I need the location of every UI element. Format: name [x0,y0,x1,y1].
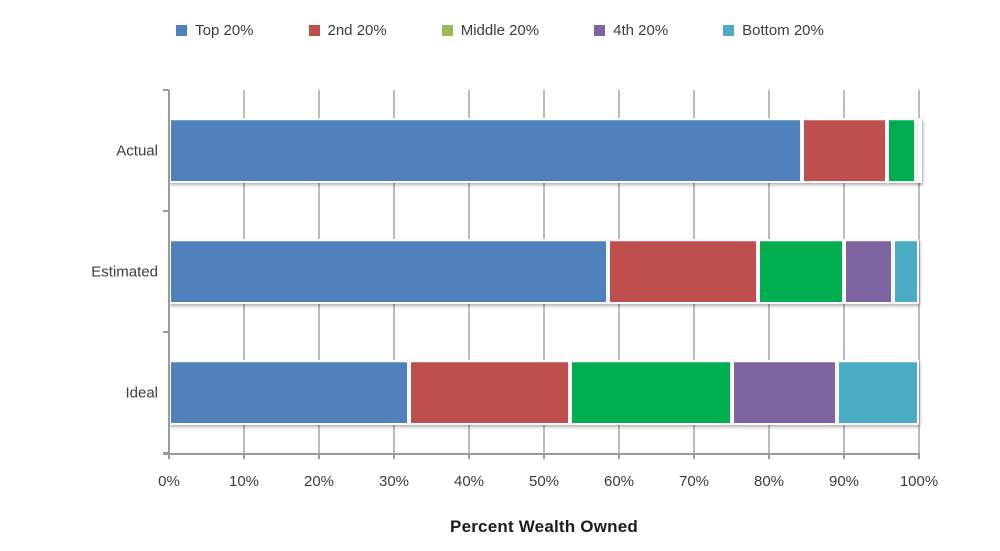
legend-item: Top 20% [176,22,254,39]
bar-segment-bevel [889,120,914,181]
x-axis-tick [618,453,620,459]
x-tick-label: 10% [228,473,260,490]
x-tick-label: 100% [899,473,939,490]
bar-segment [570,360,732,425]
bar-segment-bevel [610,241,756,302]
legend-label: Top 20% [195,22,254,39]
bar-segment-bevel [804,120,885,181]
x-tick-label: 80% [753,473,785,490]
legend-label: 4th 20% [613,22,669,39]
bar-segment [844,239,893,304]
legend-item: 2nd 20% [308,22,387,39]
bar-segment-bevel [171,362,407,423]
bar-segment [836,360,919,425]
legend-swatch-icon [308,25,320,36]
x-tick-label: 70% [678,473,710,490]
x-axis-tick [468,453,470,459]
x-tick-label: 60% [603,473,635,490]
category-label: Estimated [91,263,158,280]
x-axis-tick [393,453,395,459]
x-axis-line [163,453,920,455]
legend-swatch-icon [441,25,453,36]
bar-segment [169,360,409,425]
bar-segment [886,118,916,183]
legend-label: Middle 20% [460,22,540,39]
gridline [918,90,920,453]
x-axis-tick [243,453,245,459]
legend-swatch-icon [176,25,188,36]
y-axis-tick [163,89,169,91]
x-tick-label: 30% [378,473,410,490]
legend-swatch-icon [723,25,735,36]
y-axis-tick [163,210,169,212]
bar-segment-bevel [839,362,918,423]
legend: Top 20% 2nd 20% Middle 20% 4th 20% Bottom 20… [0,22,1000,39]
bar-segment [169,239,608,304]
bar-segment-bevel [895,241,917,302]
bar-segment [409,360,571,425]
x-axis-tick [318,453,320,459]
bar-segment-bevel [760,241,842,302]
category-label: Ideal [125,384,158,401]
legend-item: 4th 20% [594,22,668,39]
x-tick-labels: 0% 10% 20% 30% 40% 50% 60% 70% 80% 90% 100% [158,473,938,493]
x-axis-tick [693,453,695,459]
x-tick-label: 50% [528,473,560,490]
x-tick-label: 90% [828,473,860,490]
bar-segment-bevel [171,241,606,302]
x-axis-tick [918,453,920,459]
legend-label: 2nd 20% [327,22,387,39]
x-axis-tick [543,453,545,459]
bar-segment-bevel [572,362,729,423]
legend-item: Middle 20% [441,22,540,39]
y-axis-line [168,90,170,453]
x-tick-label: 40% [453,473,485,490]
bar-segment [757,239,844,304]
category-label: Actual [116,142,158,159]
bar-ideal [169,360,919,425]
bar-segment-bevel [734,362,835,423]
bar-segment [607,239,758,304]
x-axis-tick [843,453,845,459]
bar-segment [917,118,922,183]
y-axis-tick [163,452,169,454]
legend-label: Bottom 20% [742,22,824,39]
legend-item: Bottom 20% [723,22,824,39]
x-tick-label: 0% [158,473,180,490]
x-axis-title: Percent Wealth Owned [450,517,638,536]
x-tick-label: 20% [303,473,335,490]
x-axis-tick [768,453,770,459]
y-axis-tick [163,331,169,333]
plot-area [163,89,922,459]
bar-segment-bevel [171,120,800,181]
bar-segment-bevel [846,241,891,302]
bar-segment [731,360,837,425]
bar-segment [802,118,887,183]
x-axis-tick [168,453,170,459]
legend-swatch-icon [594,25,606,36]
bar-segment [892,239,919,304]
bar-actual [169,118,922,183]
bar-segment-bevel [411,362,568,423]
bar-segment [169,118,802,183]
bar-estimated [169,239,919,304]
